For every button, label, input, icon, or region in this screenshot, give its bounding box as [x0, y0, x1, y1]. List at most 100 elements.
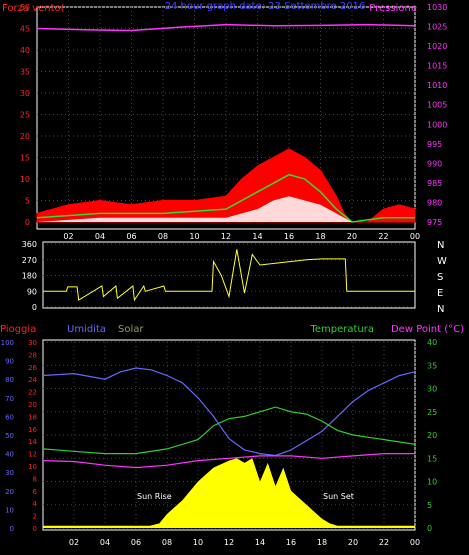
pressure-tick-label: 985 [427, 179, 442, 188]
wind-x-tick-label: 14 [252, 232, 262, 241]
low-wind-area [37, 196, 415, 222]
pressure-tick-label: 995 [427, 140, 442, 149]
humidity-tick-label: 60 [5, 413, 14, 421]
direction-axis-ticks: 0 90 180 270 360 [22, 240, 37, 312]
wind-tick-label: 45 [20, 25, 30, 34]
rain-tick-label: 2 [33, 513, 37, 521]
average-wind-line [36, 173, 415, 223]
temperature-tick-label: 5 [427, 501, 432, 510]
climate-x-tick-label: 08 [162, 538, 172, 547]
temperature-tick-label: 0 [427, 524, 432, 533]
rain-tick-label: 8 [33, 475, 37, 483]
climate-panel: Pioggia Umidita Solar Temperatura Dew Po… [0, 324, 464, 547]
compass-label: W [437, 256, 447, 267]
pressure-tick-label: 990 [427, 159, 442, 168]
pressure-axis-ticks: 975 980 985 990 995 1000 1005 1010 1015 1020 1025 1… [427, 3, 447, 227]
compass-label: N [437, 304, 444, 315]
temperature-tick-label: 30 [427, 385, 437, 394]
humidity-tick-label: 0 [10, 525, 14, 533]
humidity-tick-label: 20 [5, 488, 14, 496]
dew-point-line [42, 453, 415, 469]
wind-x-tick-label: 12 [221, 232, 231, 241]
sunrise-annotation: Sun Rise [137, 492, 172, 501]
temperature-tick-label: 25 [427, 408, 437, 417]
wind-x-tick-label: 18 [315, 232, 325, 241]
climate-x-tick-label: 22 [379, 538, 389, 547]
wind-tick-label: 25 [20, 111, 30, 120]
pressure-tick-label: 1015 [427, 62, 447, 71]
rain-tick-label: 22 [28, 389, 37, 397]
wind-tick-label: 0 [25, 218, 30, 227]
wind-tick-label: 15 [20, 154, 30, 163]
humidity-tick-label: 10 [5, 506, 14, 514]
direction-tick-label: 0 [32, 303, 37, 312]
rain-tick-label: 18 [28, 413, 37, 421]
climate-x-ticks: 02 04 06 08 10 12 14 16 18 20 22 00 [69, 538, 420, 547]
wind-pressure-panel: 24 hour graph date: 23 Settembre 2016 Fo… [2, 1, 447, 241]
temperature-line [42, 406, 416, 455]
wind-series [36, 23, 416, 223]
wind-tick-label: 20 [20, 132, 30, 141]
humidity-tick-label: 90 [5, 358, 14, 366]
compass-label: N [437, 240, 444, 251]
wind-x-tick-label: 00 [410, 232, 420, 241]
direction-tick-label: 360 [22, 240, 37, 249]
wind-tick-label: 10 [20, 175, 30, 184]
rain-tick-label: 30 [28, 339, 37, 347]
humidity-tick-label: 100 [1, 339, 14, 347]
wind-tick-label: 35 [20, 68, 30, 77]
humidity-line [42, 367, 416, 457]
wind-tick-label: 50 [20, 3, 30, 12]
wind-tick-label: 5 [25, 197, 30, 206]
climate-x-tick-label: 18 [317, 538, 327, 547]
direction-tick-label: 270 [22, 256, 37, 265]
climate-series [42, 367, 416, 528]
humidity-tick-label: 50 [5, 432, 14, 440]
pressure-tick-label: 1010 [427, 81, 447, 90]
pressure-tick-label: 1020 [427, 42, 447, 51]
wind-x-tick-label: 16 [284, 232, 294, 241]
direction-series [43, 249, 415, 302]
dew-point-label: Dew Point (°C) [391, 324, 464, 335]
sunset-annotation: Sun Set [323, 492, 354, 501]
humidity-tick-label: 30 [5, 469, 14, 477]
direction-tick-label: 180 [22, 272, 37, 281]
climate-x-tick-label: 06 [131, 538, 141, 547]
pressure-tick-label: 1025 [427, 23, 447, 32]
compass-label: S [437, 272, 443, 283]
wind-x-tick-label: 10 [189, 232, 199, 241]
rain-tick-label: 14 [28, 438, 37, 446]
humidity-label: Umidita [67, 324, 106, 335]
climate-x-tick-label: 04 [100, 538, 110, 547]
pressure-right-label: Pressione [369, 3, 417, 14]
climate-axis-ticks: 0 5 10 15 20 25 30 35 40 0 10 20 30 40 50 60 70 80 90 100 0 2… [1, 338, 438, 533]
rain-tick-label: 28 [28, 351, 37, 359]
rain-tick-label: 6 [33, 488, 38, 496]
compass-label: E [437, 288, 443, 299]
pressure-tick-label: 1000 [427, 120, 447, 129]
rain-tick-label: 0 [33, 525, 37, 533]
wind-tick-label: 40 [20, 46, 30, 55]
wind-left-label: Forza vento( [2, 3, 65, 14]
wind-x-ticks: 02 04 06 08 10 12 14 16 18 20 22 00 [63, 232, 420, 241]
rain-tick-label: 20 [28, 401, 37, 409]
pressure-line [36, 23, 416, 32]
solar-label: Solar [118, 324, 144, 335]
gust-area [36, 148, 416, 223]
climate-x-tick-label: 16 [286, 538, 296, 547]
humidity-tick-label: 40 [5, 451, 14, 459]
wind-x-tick-label: 20 [347, 232, 357, 241]
wind-grid [37, 6, 416, 223]
climate-x-tick-label: 02 [69, 538, 79, 547]
temperature-tick-label: 10 [427, 478, 437, 487]
temperature-tick-label: 35 [427, 361, 437, 370]
wind-direction-line [43, 249, 415, 302]
direction-tick-label: 90 [27, 287, 37, 296]
temperature-tick-label: 15 [427, 454, 437, 463]
wind-x-tick-label: 06 [126, 232, 136, 241]
climate-x-tick-label: 12 [224, 538, 234, 547]
solar-area [43, 458, 415, 528]
climate-x-tick-label: 00 [410, 538, 420, 547]
